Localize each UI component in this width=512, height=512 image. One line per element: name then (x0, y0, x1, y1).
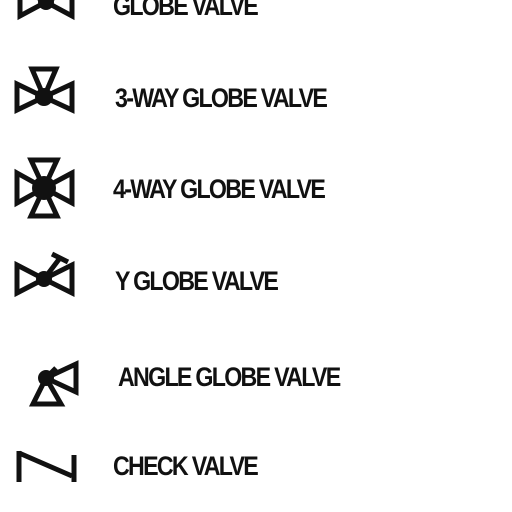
legend-label-4-way-globe-valve: 4-WAY GLOBE VALVE (113, 174, 326, 204)
legend-label-3-way-globe-valve: 3-WAY GLOBE VALVE (115, 83, 328, 113)
three-way-globe-valve-icon (14, 66, 75, 114)
check-valve-icon (16, 450, 77, 482)
globe-valve-icon (17, 0, 75, 21)
four-way-globe-valve-icon (14, 157, 75, 219)
y-globe-valve-icon (14, 251, 75, 298)
legend-label-angle-globe-valve: ANGLE GLOBE VALVE (118, 362, 341, 392)
angle-globe-valve-icon (28, 360, 79, 407)
legend-label-y-globe-valve: Y GLOBE VALVE (115, 266, 279, 296)
legend-label-globe-valve: GLOBE VALVE (113, 0, 259, 21)
legend-label-check-valve: CHECK VALVE (113, 451, 259, 481)
